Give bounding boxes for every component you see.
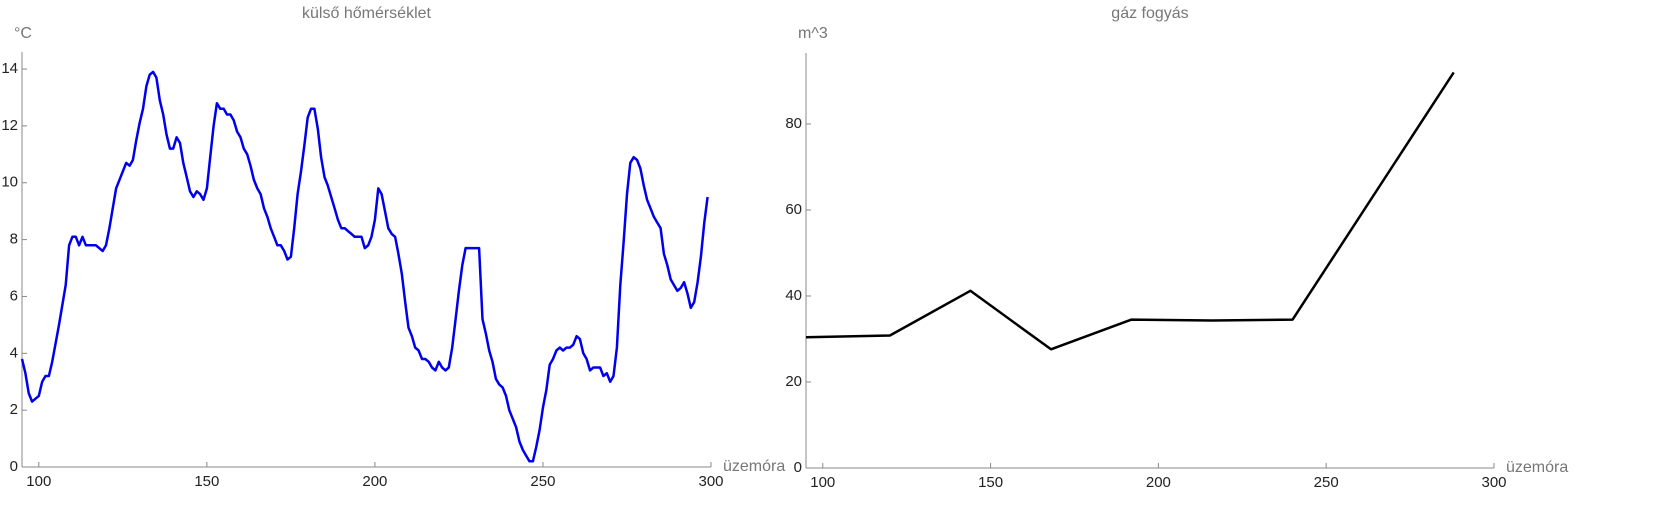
x-tick-label: 300 bbox=[1481, 474, 1506, 491]
y-tick-label: 2 bbox=[10, 401, 18, 418]
y-tick-label: 60 bbox=[785, 201, 802, 218]
x-tick-label: 150 bbox=[194, 473, 219, 490]
y-tick-label: 40 bbox=[785, 287, 802, 304]
y-tick-label: 80 bbox=[785, 115, 802, 132]
x-tick-label: 200 bbox=[362, 473, 387, 490]
x-tick-label: 250 bbox=[530, 473, 555, 490]
x-tick-label: 100 bbox=[810, 474, 835, 491]
y-tick-label: 6 bbox=[10, 287, 18, 304]
y-tick-label: 14 bbox=[1, 60, 18, 77]
chart-title: külső hőmérséklet bbox=[302, 5, 432, 22]
x-tick-label: 100 bbox=[26, 473, 51, 490]
x-tick-label: 150 bbox=[978, 474, 1003, 491]
y-tick-label: 20 bbox=[785, 373, 802, 390]
y-tick-label: 0 bbox=[794, 459, 802, 476]
y-tick-label: 10 bbox=[1, 174, 18, 191]
data-line bbox=[20, 70, 709, 463]
y-tick-label: 4 bbox=[10, 344, 18, 361]
data-line bbox=[805, 71, 1455, 351]
x-tick-label: 200 bbox=[1146, 474, 1171, 491]
x-axis-label: üzemóra bbox=[1506, 459, 1568, 476]
x-tick-label: 300 bbox=[698, 473, 723, 490]
x-tick-label: 250 bbox=[1314, 474, 1339, 491]
y-tick-label: 0 bbox=[10, 458, 18, 475]
y-axis-label: m^3 bbox=[798, 25, 828, 42]
x-axis-label: üzemóra bbox=[723, 458, 785, 475]
y-tick-label: 12 bbox=[1, 117, 18, 134]
y-tick-label: 8 bbox=[10, 231, 18, 248]
y-axis-label: °C bbox=[14, 25, 32, 42]
chart-title: gáz fogyás bbox=[1111, 5, 1188, 22]
